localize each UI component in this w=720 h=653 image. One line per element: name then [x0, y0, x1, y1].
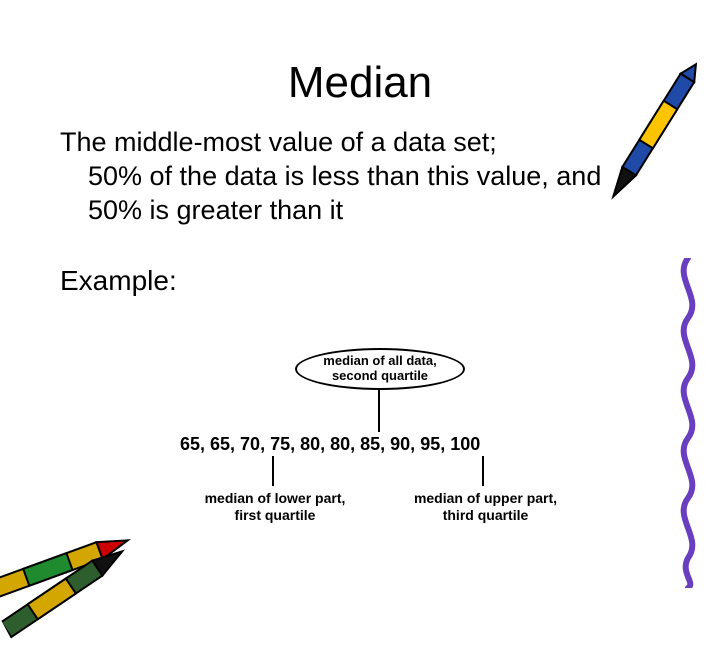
first-quartile-line1: median of lower part, [205, 490, 346, 506]
bubble-line1: median of all data, [297, 354, 463, 369]
tick-left [272, 456, 274, 486]
median-bubble: median of all data, second quartile [295, 348, 465, 390]
third-quartile-label: median of upper part, third quartile [398, 490, 573, 524]
first-quartile-label: median of lower part, first quartile [190, 490, 360, 524]
median-diagram: median of all data, second quartile 65, … [160, 348, 590, 548]
tick-center [378, 390, 380, 432]
crayons-icon [0, 463, 178, 653]
definition-line1: The middle-most value of a data set; [60, 126, 660, 160]
tick-right [482, 456, 484, 486]
third-quartile-line2: third quartile [443, 507, 529, 523]
page-title: Median [0, 58, 720, 108]
example-label: Example: [60, 265, 720, 297]
first-quartile-line2: first quartile [235, 507, 316, 523]
bubble-line2: second quartile [297, 369, 463, 384]
data-values: 65, 65, 70, 75, 80, 80, 85, 90, 95, 100 [180, 434, 480, 455]
third-quartile-line1: median of upper part, [414, 490, 557, 506]
definition-rest: 50% of the data is less than this value,… [60, 160, 660, 228]
definition-text: The middle-most value of a data set; 50%… [60, 126, 660, 227]
squiggle-icon [668, 258, 708, 588]
